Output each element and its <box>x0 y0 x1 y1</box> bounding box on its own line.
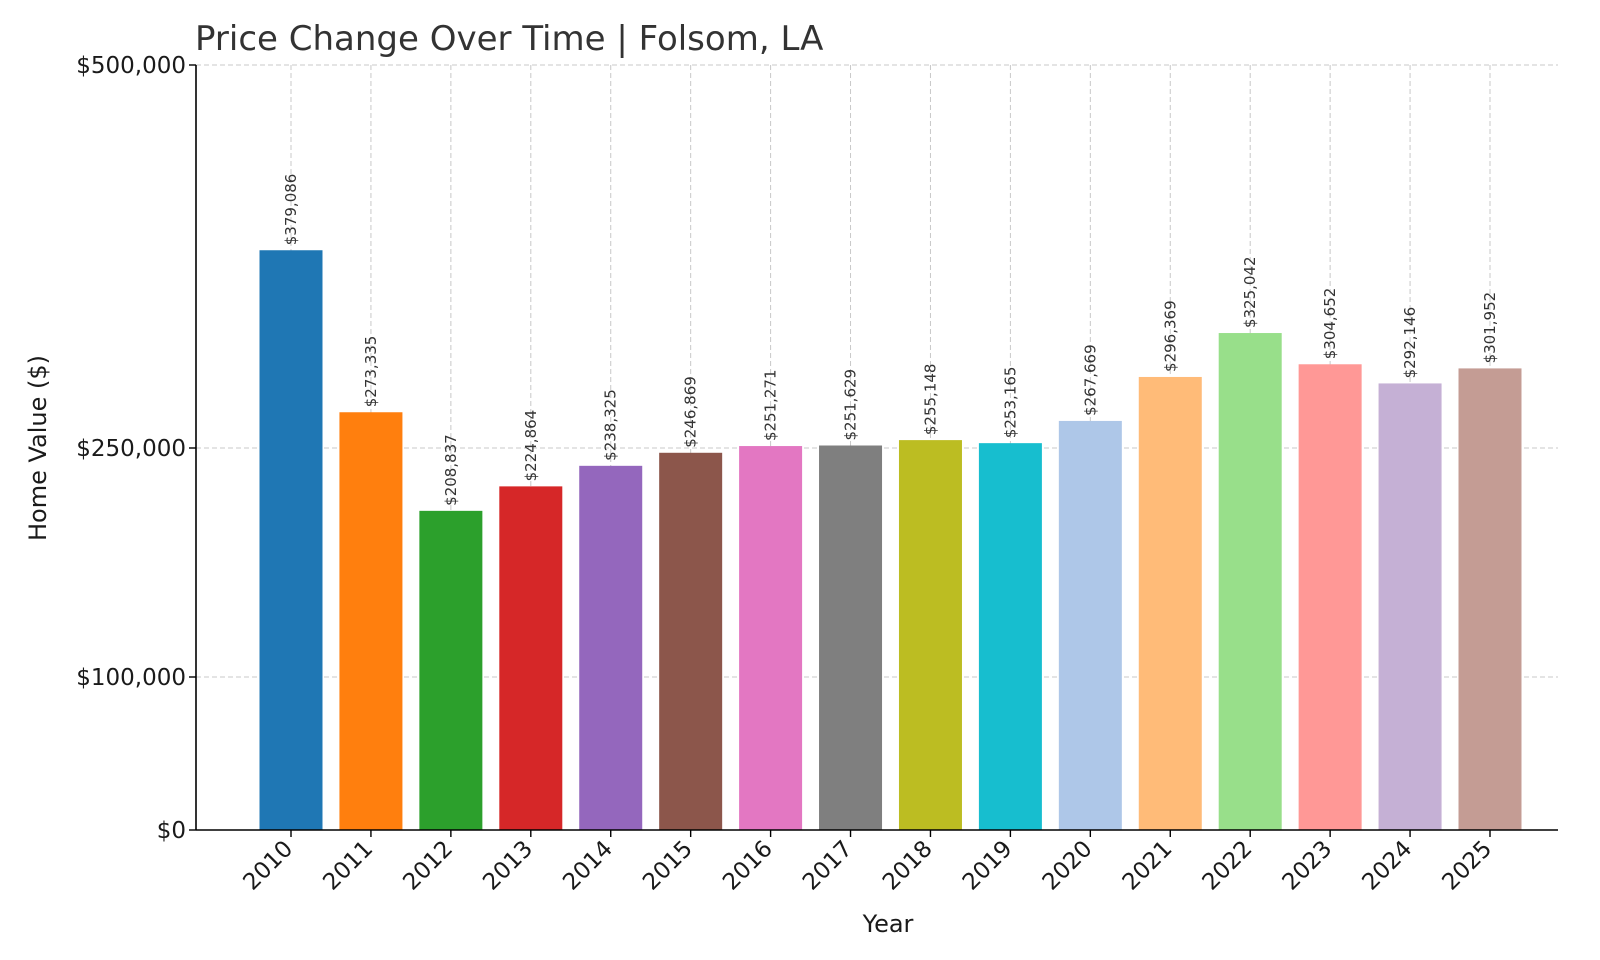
x-tick-label-2021: 2021 <box>1118 836 1178 896</box>
x-tick-label-2017: 2017 <box>798 836 858 896</box>
x-axis-label: Year <box>862 910 914 938</box>
x-tick-label-2025: 2025 <box>1437 836 1497 896</box>
x-tick-label-2019: 2019 <box>958 836 1018 896</box>
x-tick-label-2013: 2013 <box>478 836 538 896</box>
bar-2022 <box>1218 333 1282 830</box>
y-tick-label: $0 <box>157 818 186 844</box>
y-tick-label: $250,000 <box>76 436 186 462</box>
data-label-2011: $273,335 <box>362 336 380 408</box>
bar-2021 <box>1138 376 1202 830</box>
bar-2023 <box>1298 364 1362 830</box>
x-tick-label-2010: 2010 <box>238 836 298 896</box>
bar-2024 <box>1378 383 1442 830</box>
data-labels: $379,086 $273,335 $208,837 $224,864 $238,325… <box>282 174 1499 506</box>
x-tick-label-2016: 2016 <box>718 836 778 896</box>
data-label-2019: $253,165 <box>1001 367 1019 439</box>
bar-2020 <box>1058 420 1122 830</box>
data-label-2010: $379,086 <box>282 174 300 246</box>
y-axis-label: Home Value ($) <box>24 355 52 541</box>
x-tick-label-2011: 2011 <box>318 836 378 896</box>
data-label-2016: $251,271 <box>762 369 780 441</box>
chart-title: Price Change Over Time | Folsom, LA <box>195 19 823 59</box>
data-label-2018: $255,148 <box>921 364 939 436</box>
x-tick-label-2024: 2024 <box>1358 836 1418 896</box>
bar-2025 <box>1458 368 1522 830</box>
bar-2017 <box>819 445 883 830</box>
x-tick-label-2020: 2020 <box>1038 836 1098 896</box>
x-tick-label-2014: 2014 <box>558 836 618 896</box>
bar-2011 <box>339 412 403 830</box>
data-label-2023: $304,652 <box>1321 288 1339 360</box>
x-tick-label-2018: 2018 <box>878 836 938 896</box>
bar-2013 <box>499 486 563 830</box>
bar-2015 <box>659 452 723 830</box>
data-label-2017: $251,629 <box>842 369 860 441</box>
x-tick-label-2015: 2015 <box>638 836 698 896</box>
bar-2014 <box>579 465 643 830</box>
bars <box>259 250 1522 831</box>
data-label-2020: $267,669 <box>1081 344 1099 416</box>
bar-2019 <box>978 443 1042 830</box>
data-label-2014: $238,325 <box>602 389 620 461</box>
data-label-2024: $292,146 <box>1401 307 1419 379</box>
data-label-2012: $208,837 <box>442 434 460 506</box>
data-label-2015: $246,869 <box>682 376 700 448</box>
data-label-2013: $224,864 <box>522 410 540 482</box>
y-tick-label: $100,000 <box>76 665 186 691</box>
x-tick-label-2022: 2022 <box>1198 836 1258 896</box>
data-label-2022: $325,042 <box>1241 256 1259 328</box>
data-label-2021: $296,369 <box>1161 300 1179 372</box>
x-tick-label-2012: 2012 <box>398 836 458 896</box>
bar-2018 <box>898 440 962 830</box>
x-tick-label-2023: 2023 <box>1278 836 1338 896</box>
axes <box>189 64 1558 837</box>
bar-2010 <box>259 250 323 831</box>
bar-2016 <box>739 446 803 830</box>
bar-2012 <box>419 510 483 830</box>
data-label-2025: $301,952 <box>1481 292 1499 364</box>
y-tick-label: $500,000 <box>76 53 186 79</box>
